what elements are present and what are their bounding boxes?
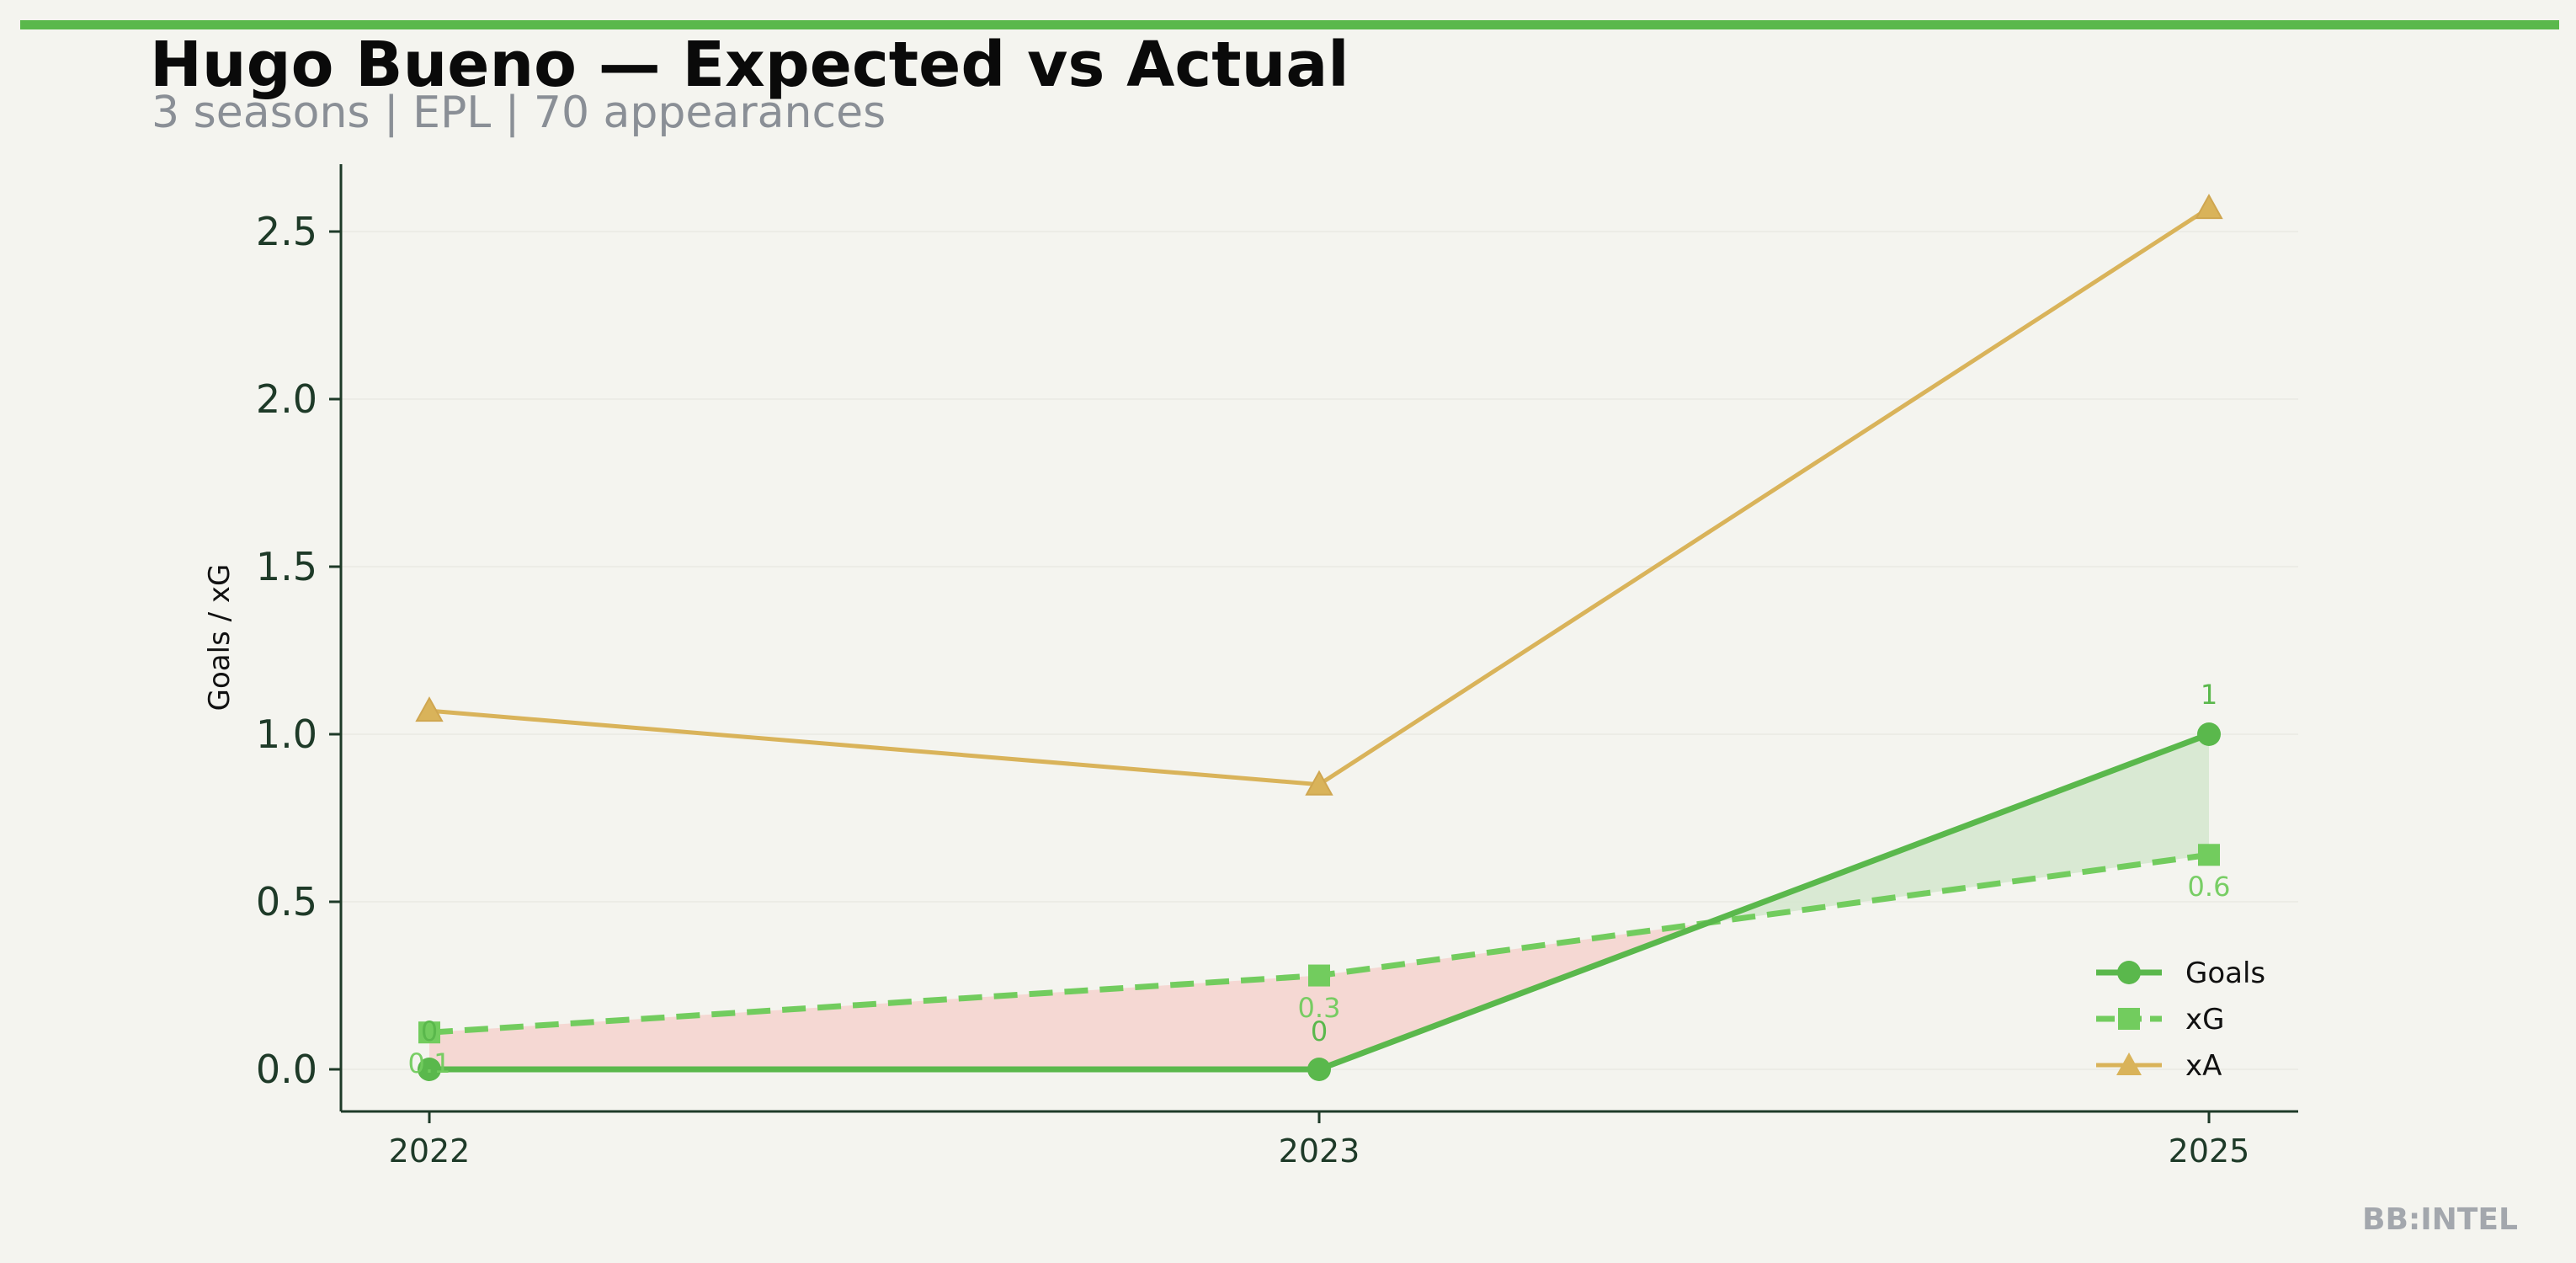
xg-point xyxy=(1308,964,1330,987)
xa-point xyxy=(2195,194,2223,220)
y-axis-label: Goals / xG xyxy=(203,564,237,711)
x-tick-label: 2022 xyxy=(389,1132,471,1170)
xg-point xyxy=(2198,844,2220,866)
goals-point xyxy=(418,1058,441,1081)
xg-point xyxy=(418,1021,440,1044)
chart-subtitle: 3 seasons | EPL | 70 appearances xyxy=(152,88,886,138)
y-tick-label: 2.5 xyxy=(256,209,317,254)
goals-point xyxy=(1307,1058,1331,1081)
xa-point xyxy=(415,696,444,722)
x-tick-label: 2023 xyxy=(1279,1132,1360,1170)
goals-data-label: 0 xyxy=(421,1015,438,1047)
y-tick-label: 2.0 xyxy=(256,376,317,422)
legend-goals-label: Goals xyxy=(2185,957,2265,990)
shaded-region xyxy=(429,975,1319,1069)
accent-bar xyxy=(20,20,2559,29)
chart-title: Hugo Bueno — Expected vs Actual xyxy=(150,29,1349,101)
legend-xg-marker xyxy=(2118,1008,2140,1030)
y-tick-label: 1.0 xyxy=(256,711,317,757)
y-tick-label: 0.5 xyxy=(256,879,317,925)
xg-data-label: 0.1 xyxy=(408,1047,451,1079)
goals-point xyxy=(2197,722,2221,746)
xa-point xyxy=(1305,770,1333,796)
series-line-xa xyxy=(428,206,2211,787)
y-tick-label: 1.5 xyxy=(256,544,317,589)
brand-watermark: BB:INTEL xyxy=(2362,1202,2518,1237)
legend-goals-marker xyxy=(2117,961,2141,984)
y-tick-label: 0.0 xyxy=(256,1047,317,1092)
x-tick-label: 2025 xyxy=(2169,1132,2250,1170)
xg-data-label: 0.6 xyxy=(2188,871,2231,903)
legend-xg-label: xG xyxy=(2185,1003,2224,1037)
legend-xa-marker xyxy=(2116,1052,2142,1075)
goals-data-label: 1 xyxy=(2201,679,2217,711)
legend-xa-label: xA xyxy=(2185,1049,2222,1083)
xg-data-label: 0.3 xyxy=(1298,992,1341,1024)
goals-data-label: 0 xyxy=(1311,1015,1328,1047)
